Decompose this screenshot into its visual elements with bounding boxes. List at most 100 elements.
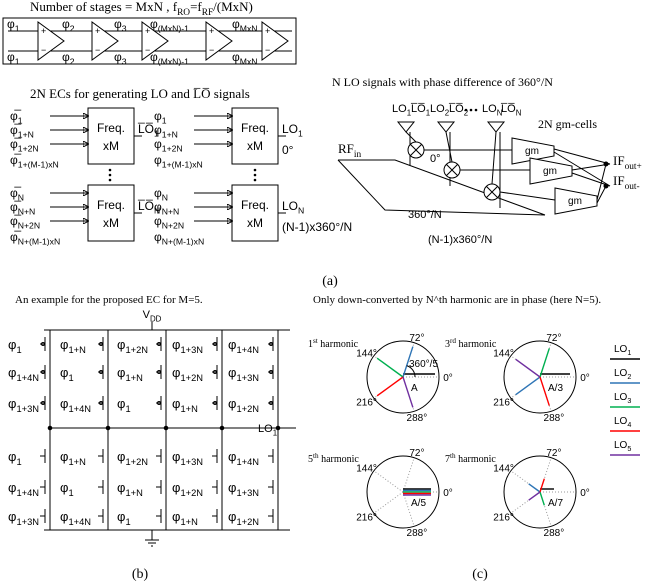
lo-label: LO1	[392, 103, 412, 117]
script-text: N	[18, 193, 24, 203]
angle-label: 72°	[546, 448, 561, 459]
ec-title: 2N ECs for generating LO and L̅O̅ signal…	[30, 86, 250, 101]
text-run: L̅O̅	[410, 103, 426, 115]
angle-label: 72°	[546, 333, 561, 344]
ellipsis-dot	[109, 174, 111, 176]
text-run: LO	[282, 199, 298, 213]
ec-input: φ̅1+(M-1)xN	[10, 153, 59, 170]
script-text: 1	[162, 116, 167, 126]
freq-multiplier	[232, 108, 278, 164]
angle-label: 144°	[356, 463, 377, 474]
script-text: 1+N	[180, 517, 197, 527]
angle-label: 216°	[356, 398, 377, 409]
script-text: DD	[150, 314, 162, 323]
script-text: 1	[627, 348, 631, 357]
harmonic-title: 3rd harmonic	[445, 337, 497, 350]
vdd-label: VDD	[143, 309, 162, 323]
gate-phase: φ1+4N	[228, 337, 259, 355]
script-text: N+N	[162, 207, 180, 217]
script-text: out-	[625, 182, 640, 192]
gate-phase: φ1+2N	[228, 509, 259, 527]
script-text: 1+2N	[236, 404, 259, 414]
gate-phase: φ1+4N	[60, 509, 91, 527]
gate-phase: φ1+2N	[172, 480, 203, 498]
block-text: Freq.	[241, 198, 269, 212]
script-text: 1+N	[68, 457, 85, 467]
phasor	[540, 492, 544, 505]
gate-phase: φ1+4N	[8, 480, 39, 498]
text-run: φ	[8, 449, 16, 464]
freq-multiplier	[88, 185, 134, 241]
phasor	[377, 358, 403, 377]
lo-title: N LO signals with phase difference of 36…	[332, 75, 553, 89]
script-text: N+2N	[162, 221, 184, 231]
phasor	[529, 492, 540, 500]
amp-sign: +	[41, 26, 46, 36]
script-text: 1+4N	[68, 404, 91, 414]
gate-phase: φ1+4N	[60, 396, 91, 414]
node	[48, 426, 52, 430]
text-run: LO	[282, 122, 298, 136]
text-run: φ	[228, 509, 236, 524]
text-run: φ	[172, 396, 180, 411]
script-text: (MxN)-1	[158, 24, 189, 34]
text-run: φ	[117, 480, 125, 495]
angle-guide	[403, 458, 414, 492]
freq-multiplier	[232, 185, 278, 241]
legend-label: LO1	[614, 344, 631, 357]
angle-label: 216°	[493, 398, 514, 409]
block-text: Freq.	[97, 121, 125, 135]
ellipsis-dot	[109, 179, 111, 181]
amplitude-label: A/5	[411, 498, 426, 509]
ec-input: φN+(M-1)xN	[154, 230, 204, 247]
text-run: φ	[172, 480, 180, 495]
mixer-phase: (N-1)x360°/N	[428, 234, 492, 246]
text-run: φ	[8, 480, 16, 495]
gm-title: 2N gm-cells	[538, 117, 597, 131]
script-text: 1+3N	[236, 373, 259, 383]
angle-label: 144°	[356, 348, 377, 359]
script-text: N+2N	[18, 221, 40, 231]
script-text: RO	[177, 8, 190, 18]
caption: (c)	[472, 567, 488, 582]
ring-title: Number of stages = MxN , fRO=fRF/(MxN)	[30, 0, 253, 18]
block-text: xM	[103, 139, 119, 153]
gate-phase: φ1+3N	[172, 449, 203, 467]
phasor	[516, 377, 540, 395]
lo-label: LON	[482, 103, 503, 117]
script-text: N	[516, 108, 522, 117]
buffer	[398, 122, 414, 132]
panel-title: An example for the proposed EC for M=5.	[15, 294, 203, 306]
wire	[406, 132, 416, 142]
script-text: 3	[122, 24, 127, 34]
script-text: 1+3N	[180, 345, 203, 355]
text-run: L̅O̅	[137, 199, 154, 213]
text-run: IF	[613, 173, 625, 188]
gate-phase: φ1+N	[117, 365, 143, 383]
script-text: 1+3N	[236, 488, 259, 498]
text-run: LO	[614, 392, 628, 403]
text-run: L̅O̅	[137, 122, 154, 136]
angle-label: 0°	[443, 373, 453, 384]
script-text: 4	[627, 420, 631, 429]
text-run: LO	[614, 368, 628, 379]
caption: (b)	[132, 567, 149, 582]
amp-sign: +	[209, 26, 214, 36]
angle-label: 288°	[544, 413, 565, 424]
text-run: φ	[8, 396, 16, 411]
text-run: LO	[392, 103, 407, 115]
text-run: harmonic	[319, 454, 360, 465]
lo-label: L̅O̅N	[500, 103, 522, 117]
text-run: RF	[338, 141, 354, 156]
text-run: φ	[228, 396, 236, 411]
gate-phase: φ1+2N	[117, 449, 148, 467]
gate-phase: φ1+3N	[8, 509, 39, 527]
script-text: 5	[627, 444, 631, 453]
block-text: Freq.	[241, 121, 269, 135]
script-text: 1+2N	[125, 345, 148, 355]
script-text: 1+3N	[180, 457, 203, 467]
script-text: MxN	[240, 57, 258, 67]
phasor	[377, 377, 403, 396]
amplitude-label: A/7	[548, 498, 563, 509]
script-text: 1	[125, 517, 130, 527]
